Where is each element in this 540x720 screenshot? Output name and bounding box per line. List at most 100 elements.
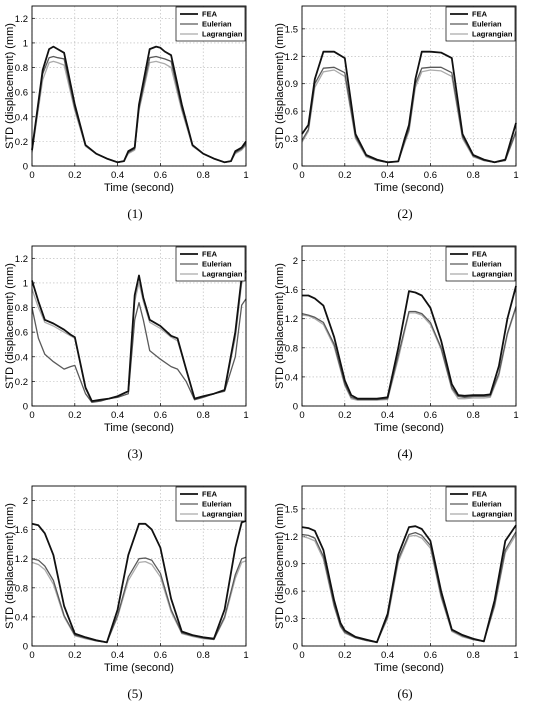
x-tick-label: 0.6	[154, 650, 167, 661]
x-tick-label: 0.4	[111, 170, 124, 181]
y-tick-label: 1.2	[15, 554, 28, 565]
x-tick-label: 0.6	[424, 410, 437, 421]
legend-label: Eulerian	[472, 500, 502, 509]
chart-3: 0 0.2 0.4 0.6 0.8 1 0 0.2 0.4 0.6 0.8 1 1.2 FEAEuleri…	[4, 245, 249, 434]
legend-label: Eulerian	[202, 500, 232, 509]
series-line-fea	[31, 520, 247, 644]
chart-2: 0 0.2 0.4 0.6 0.8 1 0 0.3 0.6 0.9 1.2 1.5 FEAEuleria…	[274, 5, 519, 194]
x-tick-label: 1	[243, 410, 248, 421]
y-tick-label: 0.8	[15, 63, 28, 74]
legend-label: Lagrangian	[472, 30, 513, 39]
y-tick-label: 0.6	[15, 88, 28, 99]
x-tick-label: 0	[29, 410, 34, 421]
x-tick-label: 1	[243, 650, 248, 661]
panel-caption: (1)	[127, 206, 143, 221]
y-tick-label: 2	[23, 496, 28, 507]
x-tick-label: 0.4	[381, 170, 394, 181]
x-tick-label: 0.2	[68, 170, 81, 181]
x-axis-label: Time (second)	[104, 182, 174, 194]
panel-caption: (6)	[397, 686, 413, 701]
x-tick-label: 0.2	[68, 650, 81, 661]
x-tick-label: 0.6	[154, 410, 167, 421]
y-tick-label: 1.2	[15, 254, 28, 265]
y-tick-label: 0.2	[15, 137, 28, 148]
x-tick-label: 0.8	[197, 650, 210, 661]
chart-panel-4: 0 0.2 0.4 0.6 0.8 1 0 0.4 0.8 1.2 1.6 2 FEA Eulerian L…	[270, 240, 540, 480]
plot-frame	[31, 485, 247, 647]
y-axis-label: STD (displacement) (mm)	[4, 23, 16, 149]
y-tick-label: 1	[23, 38, 28, 49]
y-tick-label: 0.8	[285, 343, 298, 354]
y-tick-label: 0	[293, 162, 298, 173]
x-tick-label: 0.8	[197, 410, 210, 421]
x-tick-label: 0.8	[197, 170, 210, 181]
x-tick-label: 0.2	[338, 170, 351, 181]
legend-label: FEA	[202, 250, 218, 259]
x-tick-label: 0.4	[381, 650, 394, 661]
panel-caption: (2)	[397, 206, 413, 221]
panel-caption: (4)	[397, 446, 413, 461]
x-axis-label: Time (second)	[104, 662, 174, 674]
legend-label: Lagrangian	[202, 30, 243, 39]
y-tick-label: 1.2	[15, 14, 28, 25]
y-tick-label: 1.2	[285, 52, 298, 63]
y-tick-label: 0.2	[15, 377, 28, 388]
y-tick-label: 0.8	[15, 303, 28, 314]
chart-panel-5: 0 0.2 0.4 0.6 0.8 1 0 0.4 0.8 1.2 1.6 2 FEA Eulerian L…	[0, 480, 270, 720]
y-axis-label: STD (displacement) (mm)	[4, 263, 16, 389]
x-tick-label: 0.2	[338, 410, 351, 421]
y-tick-label: 0	[23, 642, 28, 653]
y-tick-label: 1	[23, 278, 28, 289]
legend-label: Lagrangian	[202, 510, 243, 519]
y-axis-label: STD (displacement) (mm)	[4, 503, 16, 629]
series-line-fea	[302, 285, 517, 400]
chart-4: 0 0.2 0.4 0.6 0.8 1 0 0.4 0.8 1.2 1.6 2 FEAEulerianL…	[274, 245, 519, 434]
x-tick-label: 0.8	[467, 410, 480, 421]
x-tick-label: 0.6	[424, 170, 437, 181]
legend-label: FEA	[472, 490, 488, 499]
series-line-fea	[31, 45, 247, 164]
x-tick-label: 1	[243, 170, 248, 181]
y-tick-label: 1.5	[285, 504, 298, 515]
x-tick-label: 0.6	[424, 650, 437, 661]
y-axis-label: STD (displacement) (mm)	[274, 503, 286, 629]
x-tick-label: 1	[513, 410, 518, 421]
series-line-fea	[301, 524, 517, 644]
y-tick-label: 1.2	[285, 314, 298, 325]
y-tick-label: 1.6	[285, 285, 298, 296]
x-tick-label: 0.4	[381, 410, 394, 421]
series-line-fea	[301, 50, 517, 164]
plot-frame	[301, 5, 517, 167]
y-tick-label: 0	[293, 642, 298, 653]
y-tick-label: 0.4	[15, 352, 28, 363]
panel-caption: (3)	[127, 446, 143, 461]
y-tick-label: 0	[23, 162, 28, 173]
x-tick-label: 0	[299, 170, 304, 181]
y-tick-label: 1.6	[15, 525, 28, 536]
legend-label: Eulerian	[202, 260, 232, 269]
y-tick-label: 0.3	[285, 614, 298, 625]
y-tick-label: 0.4	[15, 112, 28, 123]
chart-6: 0 0.2 0.4 0.6 0.8 1 0 0.3 0.6 0.9 1.2 1.5 FEAEuleria…	[274, 485, 519, 674]
x-tick-label: 0.2	[68, 410, 81, 421]
y-tick-label: 2	[293, 256, 298, 267]
y-tick-label: 0.4	[285, 372, 298, 383]
y-axis-label: STD (displacement) (mm)	[274, 23, 286, 149]
x-tick-label: 0	[299, 650, 304, 661]
x-axis-label: Time (second)	[374, 182, 444, 194]
y-tick-label: 0.9	[285, 559, 298, 570]
x-tick-label: 0.8	[467, 650, 480, 661]
plot-frame	[301, 245, 517, 407]
y-tick-label: 0.3	[285, 134, 298, 145]
x-tick-label: 0.4	[111, 410, 124, 421]
x-axis-label: Time (second)	[374, 662, 444, 674]
legend-label: Eulerian	[472, 20, 502, 29]
y-tick-label: 0.6	[285, 587, 298, 598]
legend-label: FEA	[472, 10, 488, 19]
series-line-eulerian	[301, 306, 517, 401]
x-tick-label: 0.6	[154, 170, 167, 181]
